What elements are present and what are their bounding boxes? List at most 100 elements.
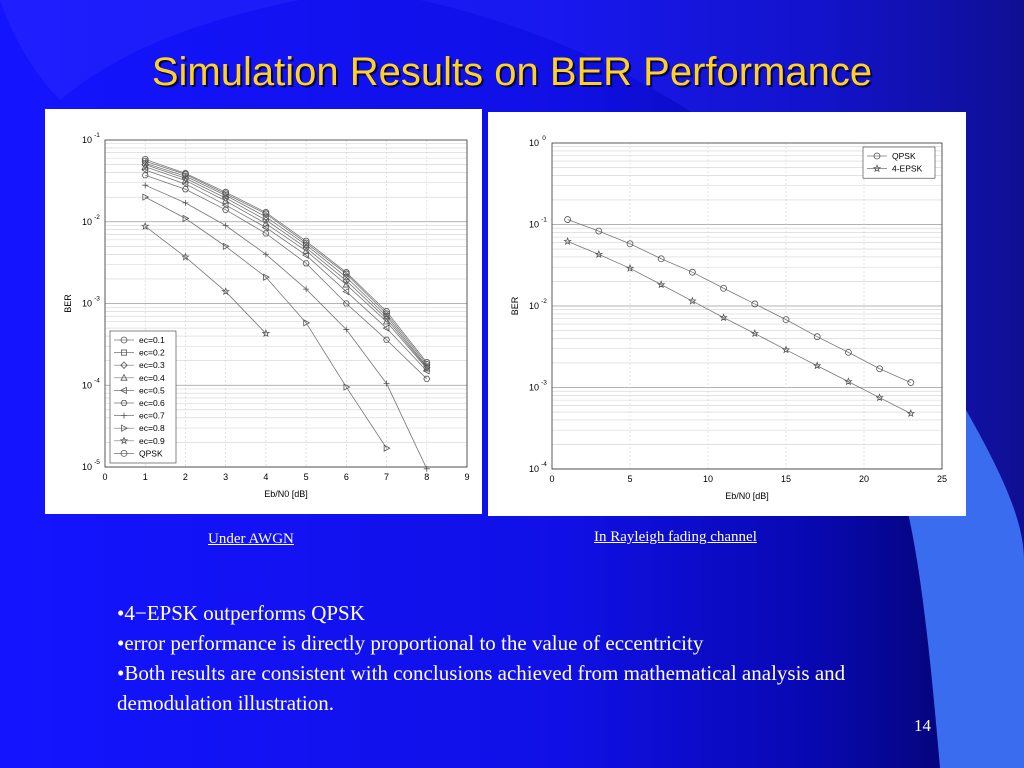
series-line: [145, 196, 387, 449]
data-point: [222, 222, 229, 229]
x-tick-label: 20: [859, 474, 869, 484]
x-tick-label: 15: [781, 474, 791, 484]
data-point: [221, 201, 229, 209]
legend-marker: [121, 412, 127, 419]
series-line: [145, 160, 428, 365]
data-point: [688, 268, 696, 276]
data-point: [343, 383, 351, 391]
series-line: [567, 241, 911, 414]
data-point: [303, 286, 310, 293]
legend-label: ec=0.8: [139, 423, 165, 433]
y-axis-label: BER: [510, 296, 520, 315]
legend-marker: [120, 373, 128, 381]
y-tick-exponent: -3: [94, 296, 100, 303]
data-point: [625, 263, 635, 272]
x-tick-label: 3: [223, 472, 228, 482]
legend-marker: [121, 424, 129, 432]
data-point: [720, 284, 728, 292]
x-axis-label: Eb/N0 [dB]: [264, 489, 308, 499]
y-tick-label: 10: [529, 464, 539, 474]
data-point: [342, 287, 350, 296]
background-corner-shape: [0, 0, 300, 100]
y-tick-exponent: -2: [94, 214, 100, 221]
data-point: [875, 393, 884, 402]
y-tick-label: 10: [82, 135, 92, 145]
y-tick-exponent: -4: [541, 461, 547, 468]
bullet-item: •Both results are consistent with conclu…: [117, 661, 846, 715]
data-point: [222, 188, 230, 196]
x-tick-label: 2: [183, 472, 188, 482]
data-point: [262, 251, 269, 258]
series-line: [145, 174, 428, 380]
x-tick-label: 5: [627, 474, 632, 484]
x-tick-label: 0: [549, 474, 554, 484]
data-point: [343, 326, 350, 333]
legend-marker: [120, 449, 128, 457]
data-point: [907, 379, 915, 386]
data-point: [342, 276, 351, 285]
data-point: [141, 221, 150, 230]
data-point: [141, 166, 149, 174]
legend-label: ec=0.3: [139, 360, 165, 370]
legend-marker: [119, 386, 127, 395]
x-tick-label: 10: [703, 474, 713, 484]
data-point: [181, 180, 189, 188]
x-axis-label: Eb/N0 [dB]: [725, 491, 769, 501]
data-point: [383, 336, 391, 343]
data-point: [876, 365, 884, 373]
y-tick-exponent: 0: [542, 135, 546, 142]
x-tick-label: 0: [102, 472, 107, 482]
series-group: [141, 155, 431, 472]
data-point: [302, 251, 309, 259]
data-point: [263, 273, 270, 281]
data-point: [626, 240, 634, 248]
data-point: [383, 444, 391, 452]
rayleigh-chart-panel: 0 5 10 15 20 25 10 0 10 -1 10 -2 10 -3 10 -4 Eb/N0 [dB] B…: [488, 112, 966, 516]
legend-marker: [121, 349, 128, 356]
y-tick-label: 10: [82, 217, 92, 227]
data-point: [782, 316, 790, 324]
series-line: [145, 164, 428, 368]
data-point: [383, 308, 390, 315]
data-point: [262, 213, 269, 220]
data-point: [688, 296, 697, 305]
legend: QPSK 4-EPSK: [862, 146, 936, 179]
bullet-list: •4−EPSK outperforms QPSK •error performa…: [117, 598, 897, 718]
data-point: [303, 319, 311, 327]
y-tick-exponent: -1: [94, 132, 100, 139]
data-point: [181, 174, 190, 183]
data-point: [594, 249, 604, 258]
data-point: [142, 160, 149, 167]
legend-label: ec=0.2: [139, 348, 165, 358]
plot-frame: [104, 139, 468, 468]
data-point: [719, 313, 728, 322]
y-tick-label: 10: [82, 299, 92, 309]
x-tick-label: 9: [464, 472, 469, 482]
y-tick-label: 10: [529, 301, 539, 311]
data-point: [182, 199, 189, 206]
data-point: [222, 206, 230, 213]
data-point: [423, 465, 430, 472]
data-point: [595, 227, 603, 235]
y-tick-label: 10: [529, 138, 539, 148]
x-tick-label: 6: [344, 472, 349, 482]
series-line: [145, 166, 428, 369]
x-tick-label: 5: [304, 472, 309, 482]
data-point: [141, 155, 149, 163]
legend-label: QPSK: [892, 151, 916, 161]
data-point: [261, 223, 269, 232]
legend-marker: [120, 361, 128, 369]
legend-label: 4-EPSK: [892, 164, 923, 174]
series-line: [145, 184, 428, 469]
series-group: [563, 216, 916, 418]
series-line: [145, 158, 428, 363]
y-tick-exponent: -3: [541, 380, 547, 387]
data-point: [781, 345, 791, 354]
data-point: [564, 216, 571, 223]
bullet-item: •4−EPSK outperforms QPSK: [117, 601, 365, 625]
data-point: [656, 280, 666, 289]
data-point: [563, 236, 572, 246]
data-point: [423, 359, 431, 366]
data-point: [221, 287, 230, 296]
data-point: [262, 230, 270, 237]
